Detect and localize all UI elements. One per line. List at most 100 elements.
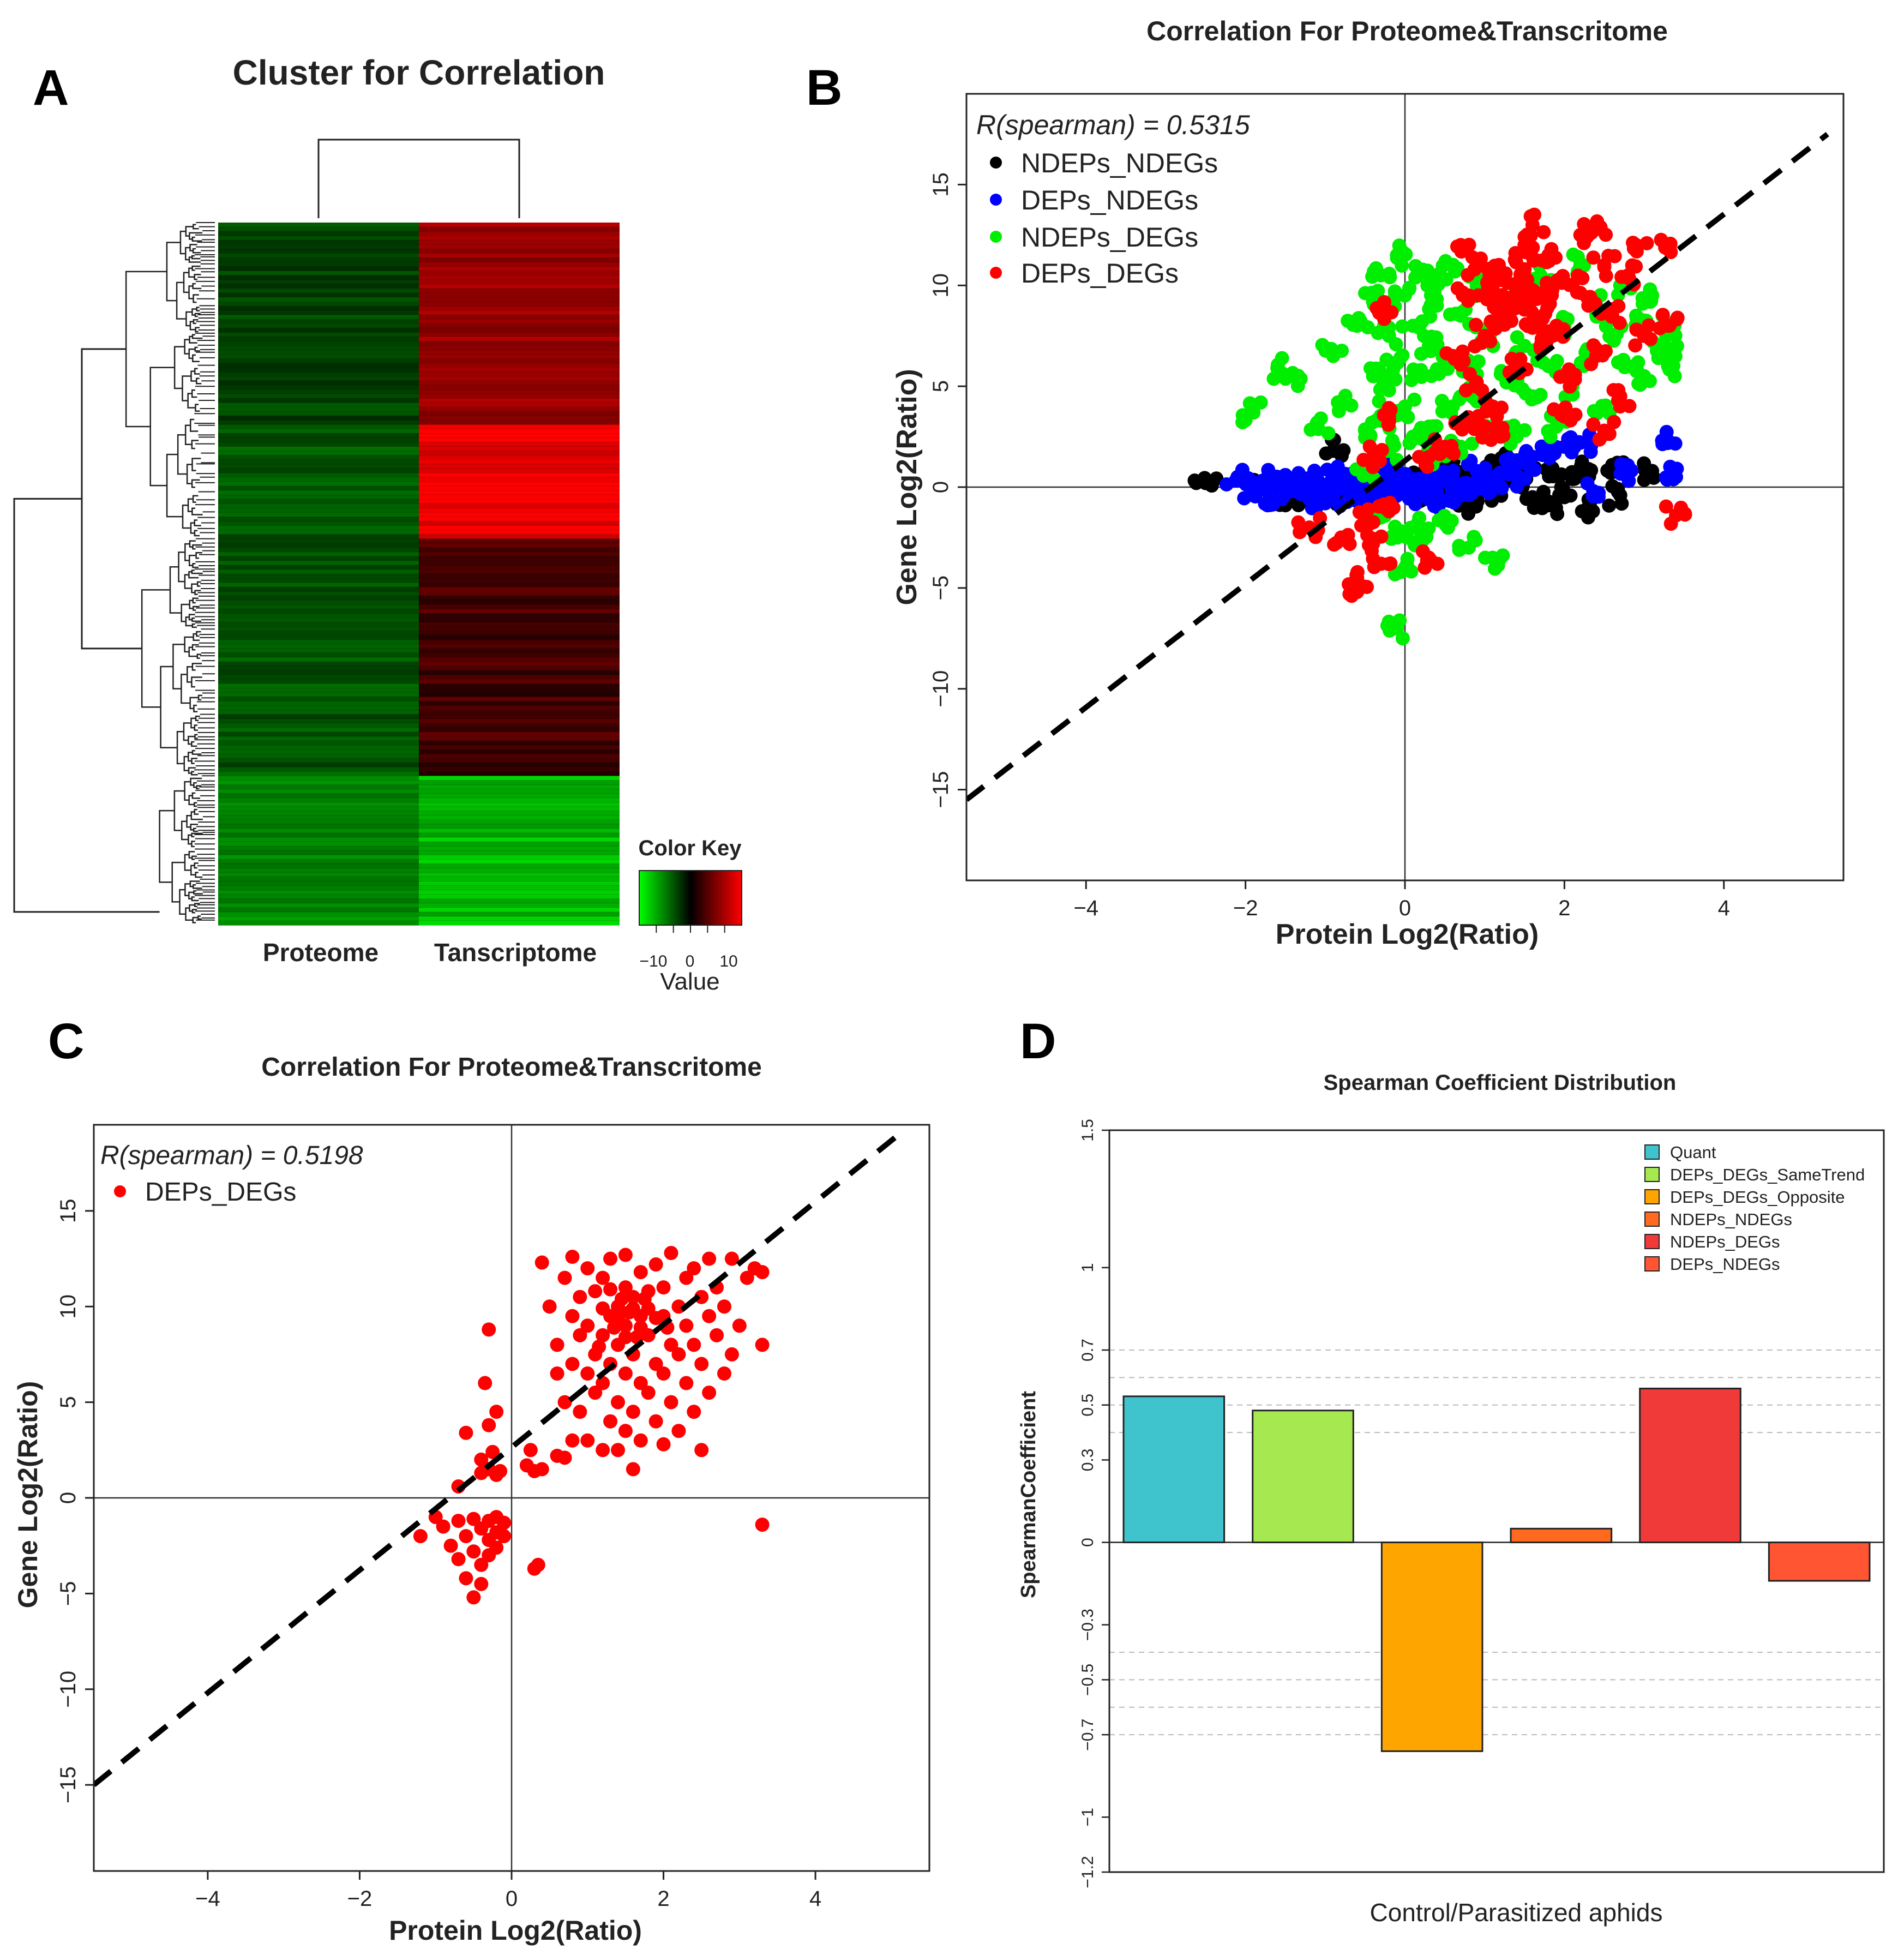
dendrogram-branch: [191, 623, 197, 628]
heatmap-cell-proteome: [218, 789, 419, 794]
heatmap-cell-transcriptome: [419, 797, 620, 803]
color-key-segment: [711, 871, 714, 925]
data-point-deps-degs: [1599, 344, 1613, 358]
data-point-deps-degs: [637, 1292, 652, 1306]
data-point-deps-degs: [1521, 319, 1535, 333]
data-point-deps-degs: [459, 1571, 473, 1586]
x-tick-label: 4: [1718, 896, 1730, 920]
x-tick-label: −2: [1233, 896, 1258, 920]
heatmap-cell-transcriptome: [419, 257, 620, 263]
heatmap-column-label-proteome: Proteome: [263, 938, 379, 967]
heatmap-cell-proteome: [218, 894, 419, 899]
data-point-deps-degs: [580, 1318, 595, 1333]
dendrogram-branch: [182, 375, 191, 401]
data-point-deps-degs: [1415, 544, 1430, 559]
heatmap-cell-proteome: [218, 231, 419, 236]
data-point-ndeps-degs: [1495, 548, 1510, 563]
heatmap-cell-transcriptome: [419, 842, 620, 847]
data-point-deps-degs: [1498, 266, 1513, 281]
dendrogram-branch: [191, 771, 198, 776]
legend-label-deps-ndegs: DEPs_NDEGs: [1021, 185, 1198, 215]
color-key-segment: [724, 871, 727, 925]
data-point-ndeps-degs: [1617, 360, 1632, 375]
heatmap-cell-transcriptome: [419, 802, 620, 807]
data-point-deps-ndegs: [1614, 457, 1629, 471]
data-point-ndeps-degs: [1331, 404, 1346, 418]
dendrogram-branch: [193, 294, 199, 303]
data-point-deps-degs: [451, 1552, 466, 1567]
color-key-segment: [708, 871, 712, 925]
dendrogram-branch: [188, 646, 197, 657]
scatter-b-plot-area: [966, 94, 1843, 880]
color-key-segment: [667, 871, 671, 925]
data-point-deps-degs: [466, 1544, 481, 1559]
heatmap-cell-proteome: [218, 565, 419, 570]
heatmap-cell-transcriptome: [419, 437, 620, 443]
y-tick-label: 15: [929, 172, 953, 197]
data-point-deps-ndegs: [1445, 471, 1460, 485]
heatmap-cell-transcriptome: [419, 635, 620, 640]
heatmap-cell-transcriptome: [419, 617, 620, 623]
heatmap-cell-transcriptome: [419, 459, 620, 465]
data-point-ndeps-degs: [1543, 430, 1558, 445]
heatmap-cell-proteome: [218, 850, 419, 855]
heatmap-cell-transcriptome: [419, 631, 620, 636]
color-key-value-label: Value: [660, 968, 719, 995]
data-point-ndeps-degs: [1487, 561, 1502, 576]
data-point-deps-degs: [1496, 428, 1511, 443]
data-point-deps-degs: [534, 1462, 549, 1477]
bar-chart-legend: Quant DEPs_DEGs_SameTrend DEPs_DEGs_Opposi…: [1644, 1143, 1865, 1274]
data-point-deps-degs: [664, 1395, 678, 1410]
data-point-deps-ndegs: [1621, 473, 1636, 488]
data-point-ndeps-degs: [1389, 337, 1403, 352]
heatmap-cell-proteome: [218, 635, 419, 640]
data-point-deps-degs: [534, 1255, 549, 1270]
x-tick-label: −2: [347, 1887, 373, 1911]
heatmap-cell-proteome: [218, 670, 419, 675]
heatmap-cell-proteome: [218, 911, 419, 917]
heatmap-cell-proteome: [218, 846, 419, 851]
heatmap-cell-proteome: [218, 363, 419, 368]
heatmap-cell-proteome: [218, 468, 419, 473]
heatmap-cell-transcriptome: [419, 341, 620, 346]
dendrogram-branch: [191, 676, 202, 688]
heatmap-cell-transcriptome: [419, 837, 620, 842]
heatmap-cell-transcriptome: [419, 332, 620, 337]
heatmap-cell-transcriptome: [419, 885, 620, 891]
data-point-deps-degs: [671, 1347, 686, 1362]
data-point-deps-degs: [1614, 269, 1629, 284]
data-point-deps-ndegs: [1668, 436, 1683, 451]
heatmap-cell-proteome: [218, 310, 419, 315]
data-point-deps-degs: [1659, 499, 1673, 514]
data-point-deps-degs: [755, 1265, 770, 1280]
data-point-deps-degs: [1588, 296, 1602, 311]
heatmap-cell-proteome: [218, 758, 419, 763]
scatter-b-spearman-annotation: R(spearman) = 0.5315: [976, 110, 1250, 140]
dendrogram-branch: [193, 633, 200, 641]
heatmap-cell-proteome: [218, 657, 419, 662]
data-point-ndeps-degs: [1313, 411, 1328, 426]
y-tick-label: 1: [1079, 1263, 1097, 1273]
heatmap-cell-proteome: [218, 495, 419, 500]
data-point-deps-degs: [1612, 316, 1627, 331]
data-point-ndeps-degs: [1401, 410, 1415, 424]
heatmap-cell-transcriptome: [419, 648, 620, 653]
bar-ndeps-ndegs: [1510, 1527, 1613, 1544]
color-key-tick-label: 10: [719, 952, 737, 970]
heatmap-cell-transcriptome: [419, 784, 620, 790]
heatmap-cell-transcriptome: [419, 297, 620, 302]
heatmap-column-dendrogram: [317, 139, 520, 218]
data-point-deps-degs: [413, 1529, 428, 1544]
heatmap-cell-transcriptome: [419, 574, 620, 579]
heatmap-title: Cluster for Correlation: [233, 53, 605, 92]
dendrogram-branch: [188, 891, 194, 899]
heatmap-cell-proteome: [218, 240, 419, 245]
dendrogram-branch: [191, 832, 203, 838]
heatmap-cell-transcriptome: [419, 495, 620, 500]
heatmap-cell-proteome: [218, 341, 419, 346]
heatmap-cell-proteome: [218, 920, 419, 926]
heatmap-cell-transcriptome: [419, 442, 620, 447]
heatmap-cell-proteome: [218, 271, 419, 276]
data-point-deps-degs: [1374, 529, 1389, 544]
dendrogram-branch: [194, 530, 200, 537]
